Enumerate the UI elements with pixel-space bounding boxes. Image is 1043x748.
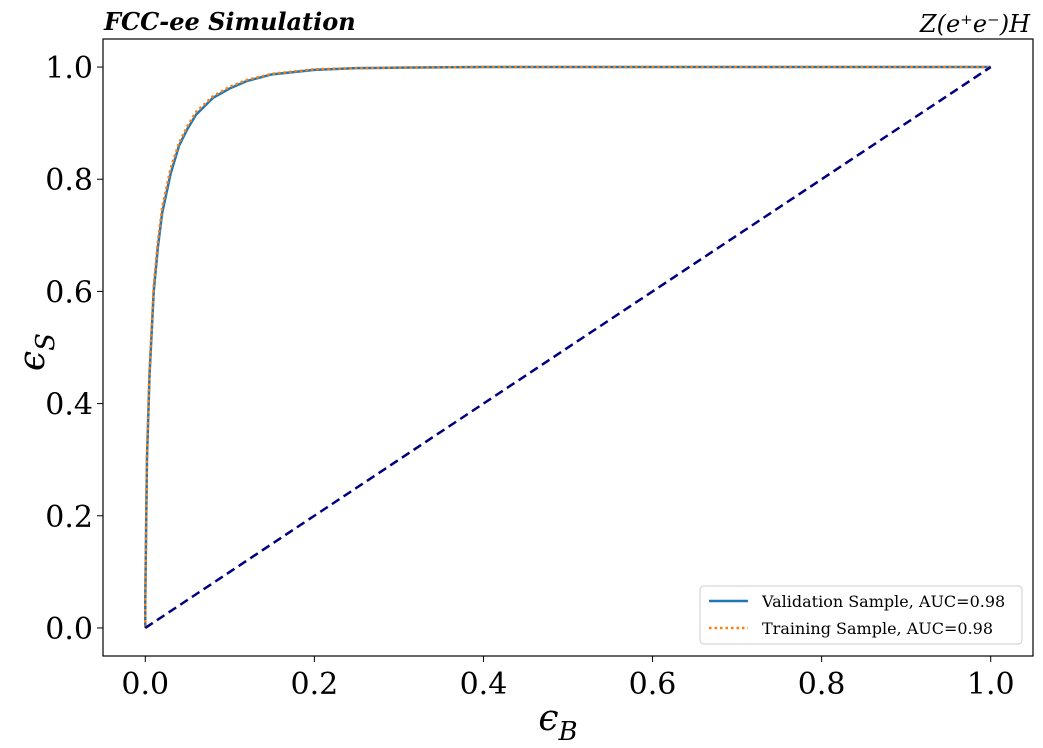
x-axis-label: ϵB <box>538 698 577 747</box>
y-tick-label: 0.8 <box>45 163 93 198</box>
legend-label-training: Training Sample, AUC=0.98 <box>762 619 993 638</box>
y-axis-symbol: ϵ <box>12 351 53 371</box>
y-ticks: 0.0 0.2 0.4 0.6 0.8 1.0 <box>45 51 103 647</box>
x-tick-label: 0.0 <box>121 667 169 702</box>
x-tick-label: 0.8 <box>798 667 846 702</box>
y-tick-label: 0.2 <box>45 500 93 535</box>
plot-frame <box>102 38 1034 657</box>
y-tick-label: 0.6 <box>45 275 93 310</box>
y-axis-label: ϵS <box>12 333 61 371</box>
legend-box <box>699 585 1023 645</box>
legend-label-validation: Validation Sample, AUC=0.98 <box>761 592 1005 611</box>
legend: Validation Sample, AUC=0.98 Training Sam… <box>699 585 1023 645</box>
x-axis-subscript: B <box>558 717 578 747</box>
y-tick-label: 0.4 <box>45 388 93 423</box>
y-axis-subscript: S <box>31 333 61 351</box>
plot-lines <box>144 65 992 629</box>
x-tick-label: 0.6 <box>629 667 677 702</box>
chart-title-right: Z(e⁺e⁻)H <box>919 10 1031 38</box>
y-tick-label: 1.0 <box>45 51 93 86</box>
series-line-0 <box>144 65 991 628</box>
x-axis-symbol: ϵ <box>538 698 558 739</box>
x-tick-label: 0.2 <box>291 667 339 702</box>
x-tick-label: 0.4 <box>460 667 508 702</box>
x-tick-label: 1.0 <box>967 667 1015 702</box>
series-line-1 <box>144 65 991 628</box>
chart-title-left: FCC-ee Simulation <box>103 7 356 36</box>
x-ticks: 0.0 0.2 0.4 0.6 0.8 1.0 <box>121 656 1015 702</box>
y-tick-label: 0.0 <box>45 612 93 647</box>
series-line-2 <box>144 66 992 629</box>
